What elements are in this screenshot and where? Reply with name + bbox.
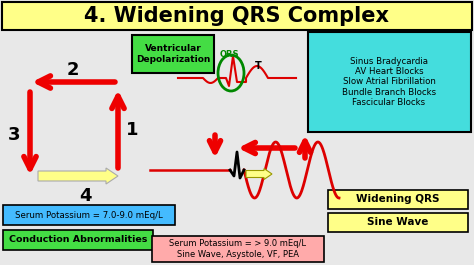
Text: 2: 2 [67,61,79,79]
FancyBboxPatch shape [2,2,472,30]
FancyArrow shape [38,168,118,184]
Text: Sinus Bradycardia
AV Heart Blocks
Slow Atrial Fibrillation
Bundle Branch Blocks
: Sinus Bradycardia AV Heart Blocks Slow A… [342,57,436,107]
Text: 4. Widening QRS Complex: 4. Widening QRS Complex [84,6,390,26]
FancyBboxPatch shape [152,236,324,262]
Text: Widening QRS: Widening QRS [356,194,440,204]
FancyBboxPatch shape [328,213,468,232]
Text: QRS: QRS [219,50,239,59]
FancyBboxPatch shape [328,190,468,209]
FancyBboxPatch shape [132,35,214,73]
Text: 1: 1 [126,121,138,139]
Text: Sine Wave: Sine Wave [367,217,428,227]
FancyBboxPatch shape [3,230,153,250]
Text: 3: 3 [8,126,20,144]
Text: Conduction Abnormalities: Conduction Abnormalities [9,236,147,245]
FancyBboxPatch shape [308,32,471,132]
FancyArrow shape [246,169,272,179]
Text: Serum Potassium = > 9.0 mEq/L
Sine Wave, Asystole, VF, PEA: Serum Potassium = > 9.0 mEq/L Sine Wave,… [170,239,307,259]
FancyBboxPatch shape [3,205,175,225]
Text: Serum Potassium = 7.0-9.0 mEq/L: Serum Potassium = 7.0-9.0 mEq/L [15,210,163,219]
Text: Ventricular
Depolarization: Ventricular Depolarization [136,44,210,64]
Text: T: T [255,61,261,71]
Text: 4: 4 [79,187,91,205]
